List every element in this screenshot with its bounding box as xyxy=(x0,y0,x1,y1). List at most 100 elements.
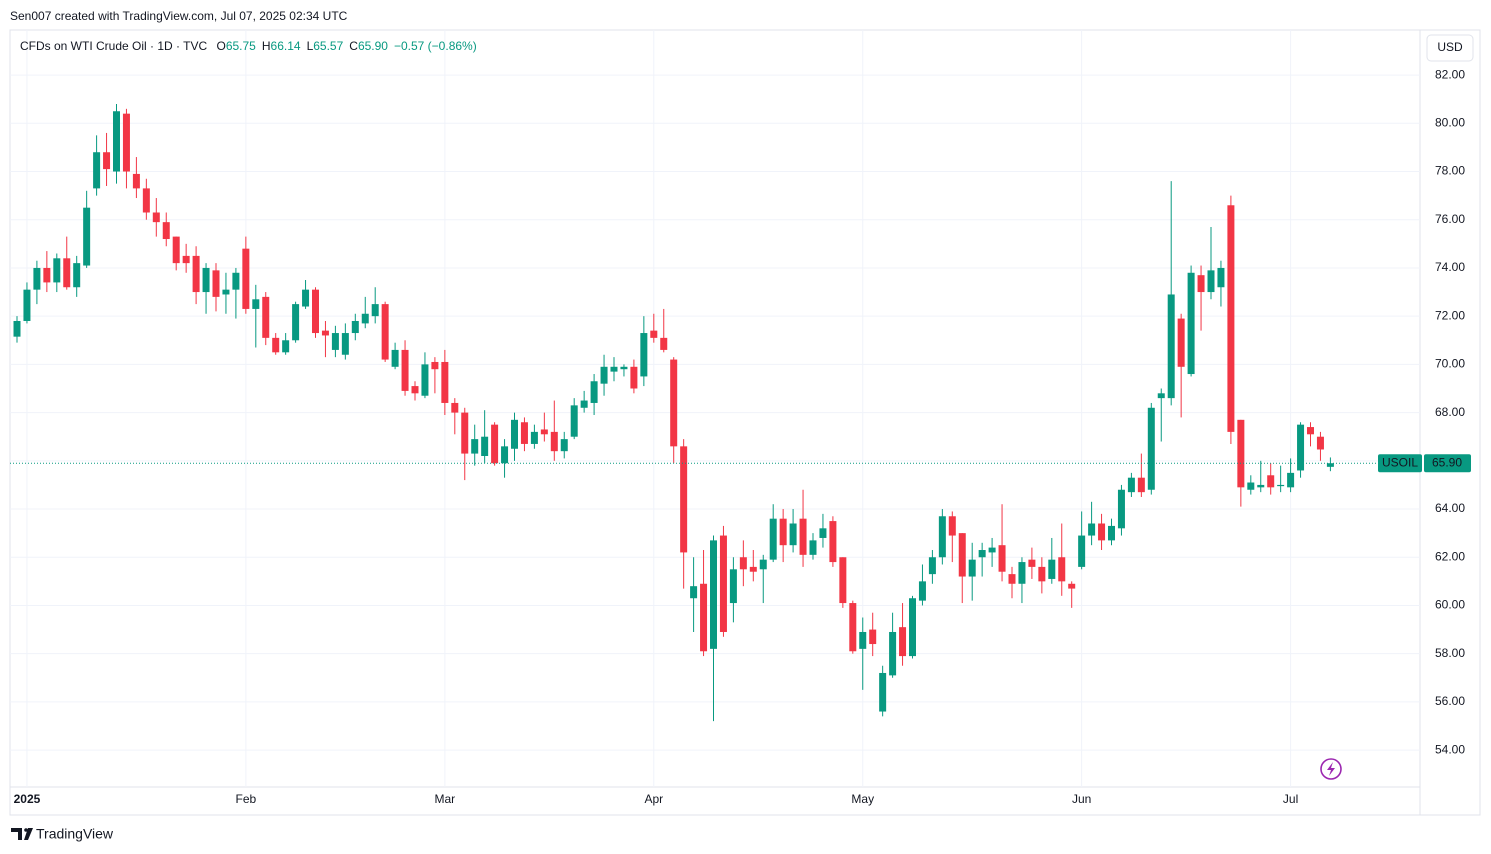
candle-body xyxy=(312,289,319,334)
candle-body xyxy=(1157,393,1165,399)
symbol: CFDs on WTI Crude Oil · 1D · TVC xyxy=(20,39,208,53)
candle-body xyxy=(43,267,51,283)
candle-body xyxy=(610,366,618,372)
candle-body xyxy=(501,446,509,464)
legend-change: −0.57 (−0.86%) xyxy=(393,39,477,53)
currency: USD xyxy=(1437,40,1463,54)
candle-body xyxy=(83,207,91,266)
x-tick-label: Apr xyxy=(644,792,663,806)
candle-body xyxy=(849,603,857,652)
candle-body xyxy=(948,516,956,536)
candle-body xyxy=(879,672,887,712)
candle-body xyxy=(600,366,608,384)
candle-body xyxy=(1197,275,1205,293)
y-tick-label: 70.00 xyxy=(1435,357,1465,371)
candle-body xyxy=(680,446,688,553)
grid xyxy=(10,30,1420,787)
y-tick-label: 64.00 xyxy=(1435,501,1465,515)
candle-body xyxy=(988,547,996,553)
candle-body xyxy=(869,629,877,645)
candle-body xyxy=(829,521,837,563)
candle-body xyxy=(530,431,538,444)
candle-body xyxy=(391,349,399,367)
symbol-tag xyxy=(1378,454,1422,473)
candle-body xyxy=(1028,559,1036,567)
candle-body xyxy=(958,533,966,577)
candle-body xyxy=(222,289,230,295)
currency-button[interactable] xyxy=(1426,34,1474,62)
candle-body xyxy=(1297,424,1305,471)
candle-body xyxy=(93,152,101,189)
candle-body xyxy=(1307,427,1314,435)
legend-key: H xyxy=(261,39,271,53)
candle-body xyxy=(33,267,41,290)
candle-body xyxy=(421,364,429,396)
candle-body xyxy=(620,366,628,370)
candle-body xyxy=(1108,525,1115,541)
candle-body xyxy=(23,289,31,321)
legend: CFDs on WTI Crude Oil · 1D · TVC O65.75 H… xyxy=(20,39,477,53)
candle-body xyxy=(1098,523,1106,541)
candle-body xyxy=(401,349,409,391)
brand: TradingView xyxy=(36,826,114,842)
candle-body xyxy=(550,431,558,452)
candle-body xyxy=(590,381,598,403)
candle-body xyxy=(769,518,777,560)
candle-body xyxy=(321,330,329,336)
candle-body xyxy=(132,173,140,189)
candle-body xyxy=(202,267,210,293)
candle-body xyxy=(670,359,678,447)
candle-body xyxy=(859,631,867,649)
candle-body xyxy=(1277,484,1285,487)
x-tick-label: Mar xyxy=(435,792,456,806)
candle-body xyxy=(471,439,479,454)
candle-body xyxy=(560,439,568,452)
candle-body xyxy=(928,557,936,575)
candle-body xyxy=(1167,294,1175,399)
candle-body xyxy=(1147,407,1155,490)
legend-value: 65.90 xyxy=(357,39,388,53)
candle-body xyxy=(172,236,180,264)
candle-body xyxy=(809,540,817,555)
candle-body xyxy=(441,361,449,403)
candle-body xyxy=(1227,205,1235,432)
candle-body xyxy=(889,631,897,676)
candle-body xyxy=(242,248,250,309)
attribution: Sen007 created with TradingView.com, Jul… xyxy=(10,9,348,23)
candle-body xyxy=(719,535,727,632)
candle-body xyxy=(381,304,389,360)
candle-body xyxy=(262,296,270,338)
candle-body xyxy=(710,540,717,649)
candle-body xyxy=(1326,463,1334,467)
x-tick-label: 2025 xyxy=(14,792,41,806)
lightning-icon[interactable] xyxy=(1320,758,1342,780)
legend-key: O xyxy=(216,39,226,53)
candle-body xyxy=(461,412,469,454)
candle-body xyxy=(212,270,220,297)
candle-body xyxy=(13,320,21,337)
candle-body xyxy=(700,583,708,652)
y-tick-label: 82.00 xyxy=(1435,67,1465,81)
candle-body xyxy=(63,258,71,288)
candle-body xyxy=(1177,318,1185,367)
candle-body xyxy=(361,313,369,324)
candle-body xyxy=(302,289,310,307)
candle-body xyxy=(839,557,847,604)
symbol-tag-label: USOIL xyxy=(1382,455,1418,469)
candle-body xyxy=(162,222,170,240)
candle-body xyxy=(142,188,150,213)
brand-logo xyxy=(11,828,33,840)
candle-body xyxy=(192,255,200,293)
y-tick-label: 56.00 xyxy=(1435,694,1465,708)
candle-body xyxy=(1237,419,1245,488)
candle-body xyxy=(1068,583,1076,589)
candle-body xyxy=(73,263,81,288)
y-tick-label: 74.00 xyxy=(1435,260,1465,274)
frame xyxy=(9,29,1481,816)
candle-body xyxy=(938,516,946,558)
candle-body xyxy=(540,429,548,435)
legend-key: C xyxy=(349,39,358,53)
candle-body xyxy=(1187,272,1195,375)
y-tick-label: 58.00 xyxy=(1435,646,1465,660)
